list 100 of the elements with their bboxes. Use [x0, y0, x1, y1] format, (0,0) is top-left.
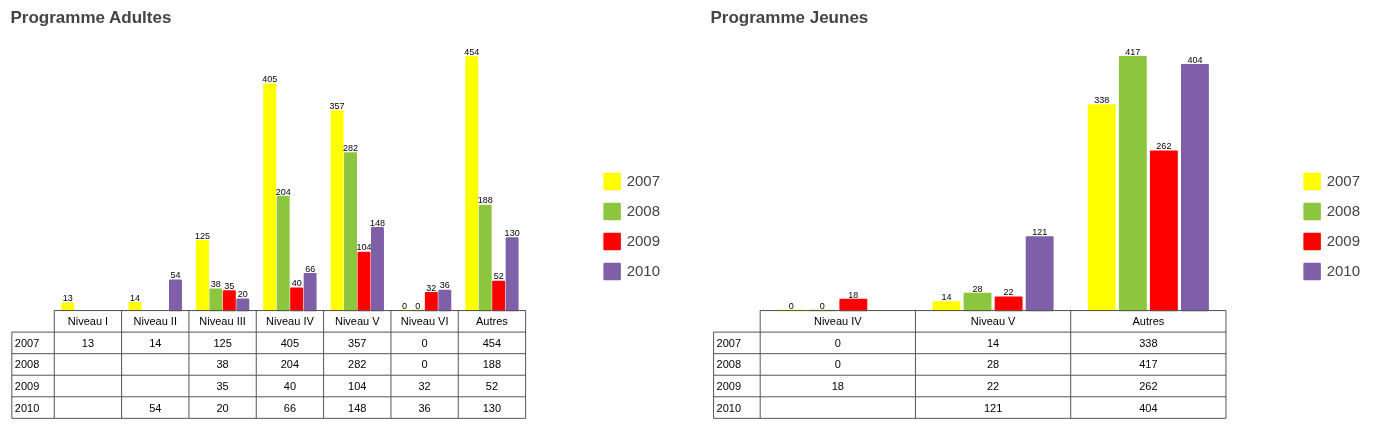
annotation: 357: [329, 101, 345, 112]
annotation: 32: [426, 282, 437, 293]
annotation: 40: [291, 278, 302, 289]
data-label: 54: [149, 401, 162, 414]
annotation: 148: [369, 217, 385, 228]
data-label: 405: [280, 336, 300, 349]
annotation: 121: [1032, 226, 1048, 237]
bar: [344, 152, 357, 312]
annotation: 204: [275, 186, 291, 197]
data-label: 148: [348, 401, 367, 414]
text: 2007: [716, 336, 742, 349]
legend-label: 2007: [626, 172, 660, 189]
x-tick-label: Niveau IV: [266, 315, 315, 328]
legend-label: 2008: [626, 202, 660, 219]
bar: [330, 110, 344, 312]
data-label: 66: [283, 401, 297, 414]
bar: [209, 288, 223, 312]
annotation: 13: [62, 293, 73, 304]
x-tick-label: Niveau I: [67, 315, 109, 328]
text: 2009: [14, 380, 40, 392]
data-label: 22: [986, 380, 1000, 392]
annotation: 14: [130, 292, 141, 303]
text: 2008: [14, 358, 40, 371]
data-label: 404: [1139, 401, 1158, 414]
bar: [303, 272, 317, 312]
legend-label: 2010: [626, 262, 660, 279]
annotation: 35: [224, 280, 235, 291]
legend-label: 2009: [1326, 232, 1360, 249]
annotation: 188: [477, 195, 493, 206]
data-label: 38: [216, 358, 229, 371]
data-label: 282: [348, 358, 367, 371]
data-label: 18: [831, 380, 844, 392]
legend-label: 2007: [1326, 172, 1360, 189]
data-label: 14: [149, 336, 162, 349]
data-label: 188: [482, 358, 502, 371]
chart-title: Programme Adultes: [10, 7, 172, 27]
bar: [195, 239, 209, 312]
bar: [168, 279, 182, 312]
legend-label: 2008: [1326, 202, 1360, 219]
data-label: 35: [216, 380, 229, 392]
data-label: 125: [213, 336, 232, 349]
x-tick-label: Niveau IV: [813, 315, 863, 328]
data-label: 0: [421, 358, 428, 371]
data-label: 0: [834, 358, 841, 371]
annotation: 262: [1156, 141, 1172, 152]
data-label: 0: [421, 336, 428, 349]
data-label: 14: [986, 336, 1000, 349]
x-tick-label: Niveau V: [334, 315, 381, 328]
data-label: 357: [348, 336, 367, 349]
bar: [290, 287, 304, 312]
data-label: 20: [216, 401, 229, 414]
data-label: 40: [283, 380, 297, 392]
bar: [994, 296, 1023, 312]
data-label: 121: [983, 401, 1003, 414]
bar: [465, 56, 479, 312]
bar: [963, 292, 992, 312]
text: 417: [1125, 46, 1141, 57]
annotation: 18: [848, 289, 859, 300]
bar: [276, 195, 290, 312]
annotation: 0: [788, 300, 794, 311]
bar: [424, 291, 438, 312]
data-label: 338: [1139, 336, 1158, 349]
data-label: 204: [280, 358, 300, 371]
bar: [357, 251, 371, 312]
data-label: 454: [482, 336, 502, 349]
data-label: 130: [482, 401, 502, 414]
bar: [505, 237, 519, 312]
x-tick-label: Niveau III: [199, 315, 246, 328]
annotation: 104: [356, 242, 372, 253]
data-label: 104: [348, 380, 367, 392]
text: 2007: [14, 336, 40, 349]
x-tick-label: Niveau II: [133, 315, 177, 328]
bar: [222, 290, 236, 312]
bar: [478, 204, 492, 312]
bar: [263, 83, 277, 312]
x-tick-label: Niveau VI: [400, 315, 449, 328]
annotation: 54: [170, 270, 181, 281]
legend-label: 2009: [626, 232, 660, 249]
text: 2009: [716, 380, 742, 392]
data-label: 417: [1139, 358, 1158, 371]
data-label: 262: [1139, 380, 1158, 392]
text: 454: [464, 46, 480, 57]
annotation: 52: [493, 271, 504, 282]
annotation: 36: [439, 280, 450, 291]
legend-label: 2010: [1326, 262, 1360, 279]
annotation: 130: [504, 227, 520, 238]
annotation: 405: [262, 74, 278, 85]
chart-title: Programme Jeunes: [710, 7, 869, 27]
data-label: 36: [418, 401, 431, 414]
x-tick-label: Autres: [1132, 315, 1165, 328]
bar: [1180, 64, 1209, 312]
bar: [1149, 150, 1178, 312]
annotation: 404: [1187, 54, 1203, 65]
bar: [438, 289, 452, 312]
annotation: 338: [1094, 94, 1110, 105]
text: 2008: [716, 358, 742, 371]
annotation: 38: [210, 279, 221, 290]
data-label: 32: [418, 380, 431, 392]
x-tick-label: Autres: [476, 315, 509, 328]
bar: [492, 280, 506, 312]
